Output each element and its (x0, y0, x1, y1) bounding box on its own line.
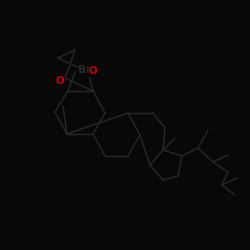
Text: O: O (56, 76, 64, 86)
Text: O: O (88, 66, 98, 76)
Text: Br: Br (78, 65, 92, 75)
